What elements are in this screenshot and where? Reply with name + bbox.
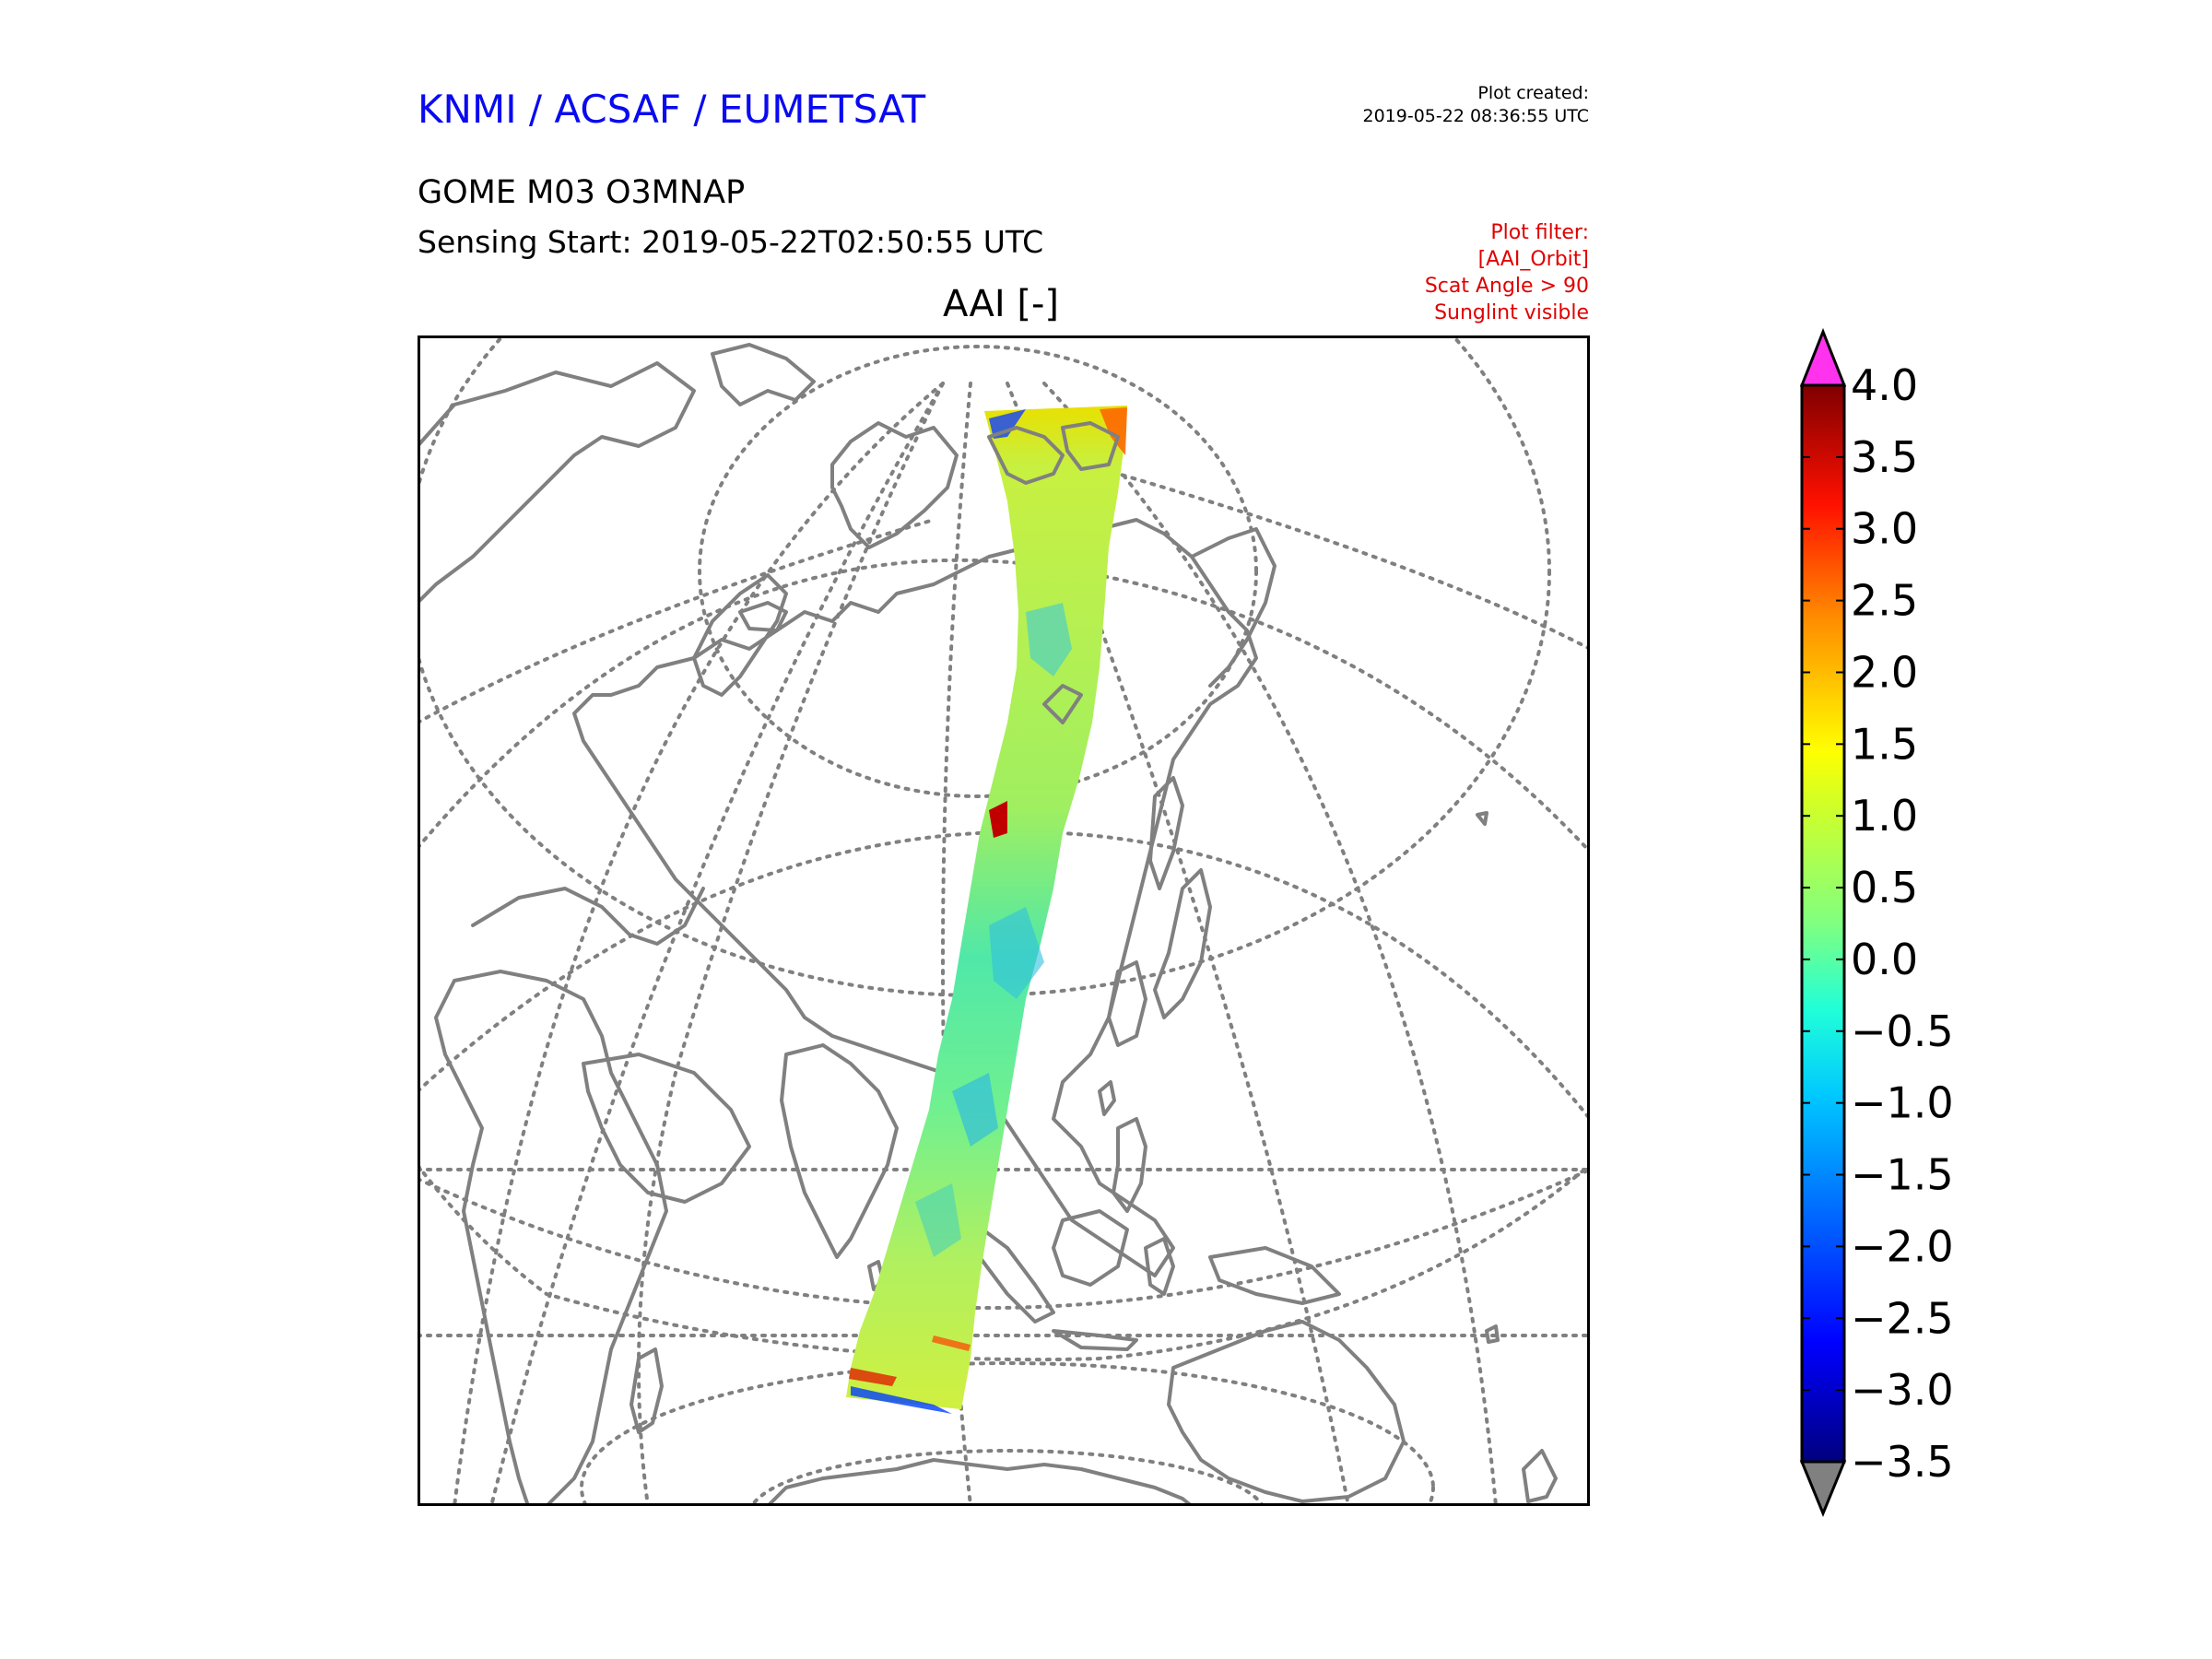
aai-patch-mid	[915, 1183, 961, 1257]
swath-patches	[849, 407, 1127, 1414]
plot-filter: Plot filter: [AAI_Orbit] Scat Angle > 90…	[1425, 219, 1589, 326]
graticule-line	[698, 345, 1258, 798]
colorbar-tick-label: 1.5	[1851, 719, 1918, 769]
coastline-japan	[1153, 868, 1212, 1019]
graticule-line	[1116, 472, 1590, 651]
aai-patch-low	[851, 1386, 952, 1414]
colorbar-tick-label: 0.5	[1851, 863, 1918, 912]
coastline-arctic-islands	[711, 343, 816, 406]
aai-patch-mid	[952, 1073, 998, 1147]
coastlines-overlay	[987, 421, 1120, 724]
coastline-sumatra	[969, 1218, 1055, 1324]
coastline-far-east	[1190, 527, 1277, 688]
coastline-arabia	[582, 1053, 751, 1204]
plot-created-label: Plot created:	[1477, 83, 1589, 103]
coastline-north-america	[418, 361, 696, 605]
colorbar-gradient	[1800, 383, 1846, 1464]
graticule-line	[580, 1361, 1435, 1506]
aai-patch-high	[989, 801, 1007, 838]
colorbar-tick-label: 3.0	[1851, 504, 1918, 554]
map-panel	[418, 335, 1590, 1506]
colorbar-tick-label: 3.5	[1851, 432, 1918, 482]
aai-patch-mid	[1026, 603, 1072, 677]
coastline-eurasia	[572, 518, 1258, 1277]
coastline-antarctica	[766, 1458, 1194, 1506]
colorbar-tick-label: −1.0	[1851, 1078, 1954, 1128]
coastline-iceland	[738, 601, 788, 632]
coastline-island	[1476, 811, 1488, 826]
map-title: AAI [-]	[943, 283, 1059, 325]
coastline-arctic-overlay	[987, 426, 1065, 485]
graticule-line	[1042, 382, 1498, 1506]
colorbar-over-arrow	[1799, 327, 1847, 387]
aai-patch-high	[932, 1335, 971, 1351]
plot-filter-line: Scat Angle > 90	[1424, 275, 1589, 298]
colorbar-tick-label: 0.0	[1851, 935, 1918, 984]
aai-patch-high	[849, 1368, 897, 1386]
aai-swath	[846, 406, 1127, 1414]
colorbar: 4.0 3.5 3.0 2.5 2.0 1.5 1.0 0.5 0.0 −0.5 −1.0 −1.5 −…	[1799, 327, 1954, 1517]
aai-patch-high	[1100, 407, 1127, 455]
coastline-lake-baikal	[1042, 684, 1083, 724]
plot-created-time: 2019-05-22 08:36:55 UTC	[1362, 106, 1590, 126]
graticule-line	[418, 1168, 1590, 1311]
aai-patch-mid	[989, 907, 1044, 999]
colorbar-tick-label: 2.5	[1851, 576, 1918, 626]
graticule-line	[418, 335, 1551, 997]
coastline-australia	[1167, 1320, 1406, 1503]
graticule-line	[1006, 382, 1350, 1506]
colorbar-under-arrow	[1799, 1460, 1847, 1517]
coastline-greenland	[830, 421, 959, 549]
coastline-philippines	[1112, 1117, 1147, 1213]
product-title: GOME M03 O3MNAP	[418, 174, 746, 211]
colorbar-tick-label: −3.5	[1851, 1437, 1954, 1487]
aai-patch-low	[989, 409, 1026, 439]
map-frame	[418, 335, 1590, 1506]
coastline-java	[1052, 1329, 1138, 1351]
colorbar-tick-label: −3.0	[1851, 1365, 1954, 1415]
colorbar-ticks: 4.0 3.5 3.0 2.5 2.0 1.5 1.0 0.5 0.0 −0.5 −1.0 −1.5 −…	[1802, 360, 1954, 1487]
graticule-line	[418, 1163, 1590, 1362]
colorbar-tick-label: 4.0	[1851, 360, 1918, 410]
coastlines	[418, 343, 1558, 1506]
colorbar-tick-label: 2.0	[1851, 647, 1918, 697]
coastline-india	[780, 1043, 899, 1259]
coastline-island	[1485, 1324, 1500, 1344]
plot-filter-line: Sunglint visible	[1434, 301, 1589, 324]
graticule-line	[637, 382, 945, 1506]
graticule-line	[749, 1449, 1265, 1506]
plot-filter-line: Plot filter:	[1490, 221, 1589, 244]
coastline-madagascar	[629, 1347, 664, 1434]
colorbar-tick-label: −2.0	[1851, 1221, 1954, 1271]
colorbar-tick-label: −1.5	[1851, 1150, 1954, 1200]
coastline-korea	[1107, 960, 1147, 1047]
coastline-sulawesi	[1144, 1237, 1175, 1296]
coastline-sakhalin	[1148, 776, 1184, 890]
coastline-new-guinea	[1208, 1246, 1341, 1305]
coastline-mediterranean	[471, 887, 705, 946]
coastline-taiwan	[1098, 1080, 1116, 1116]
coastline-borneo	[1052, 1209, 1129, 1287]
organization-title: KNMI / ACSAF / EUMETSAT	[418, 87, 926, 132]
colorbar-tick-label: 1.0	[1851, 791, 1918, 841]
sensing-start: Sensing Start: 2019-05-22T02:50:55 UTC	[418, 224, 1044, 260]
coastline-scandinavia	[692, 573, 788, 697]
colorbar-tick-label: −0.5	[1851, 1006, 1954, 1056]
graticule-line	[418, 518, 935, 724]
coastline-africa	[434, 970, 668, 1506]
plot-filter-line: [AAI_Orbit]	[1477, 248, 1589, 271]
coastline-arctic-overlay	[1061, 421, 1120, 471]
coastline-new-zealand	[1522, 1449, 1558, 1503]
colorbar-tick-label: −2.5	[1851, 1293, 1954, 1343]
